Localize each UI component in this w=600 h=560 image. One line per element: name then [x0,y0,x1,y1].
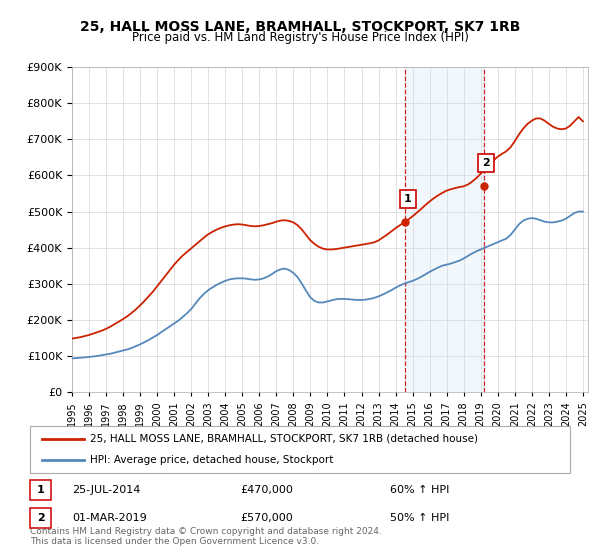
Text: £470,000: £470,000 [240,485,293,495]
Text: 60% ↑ HPI: 60% ↑ HPI [390,485,449,495]
Text: Price paid vs. HM Land Registry's House Price Index (HPI): Price paid vs. HM Land Registry's House … [131,31,469,44]
Text: 25, HALL MOSS LANE, BRAMHALL, STOCKPORT, SK7 1RB (detached house): 25, HALL MOSS LANE, BRAMHALL, STOCKPORT,… [90,434,478,444]
Text: 2: 2 [482,158,490,168]
Text: 25, HALL MOSS LANE, BRAMHALL, STOCKPORT, SK7 1RB: 25, HALL MOSS LANE, BRAMHALL, STOCKPORT,… [80,20,520,34]
Text: 1: 1 [404,194,412,204]
Text: 01-MAR-2019: 01-MAR-2019 [72,513,147,523]
Text: Contains HM Land Registry data © Crown copyright and database right 2024.
This d: Contains HM Land Registry data © Crown c… [30,526,382,546]
Bar [406,67,484,392]
Text: 25-JUL-2014: 25-JUL-2014 [72,485,140,495]
Text: £570,000: £570,000 [240,513,293,523]
Text: 50% ↑ HPI: 50% ↑ HPI [390,513,449,523]
Text: HPI: Average price, detached house, Stockport: HPI: Average price, detached house, Stoc… [90,455,334,465]
Text: 2: 2 [37,513,44,523]
Text: 1: 1 [37,485,44,495]
